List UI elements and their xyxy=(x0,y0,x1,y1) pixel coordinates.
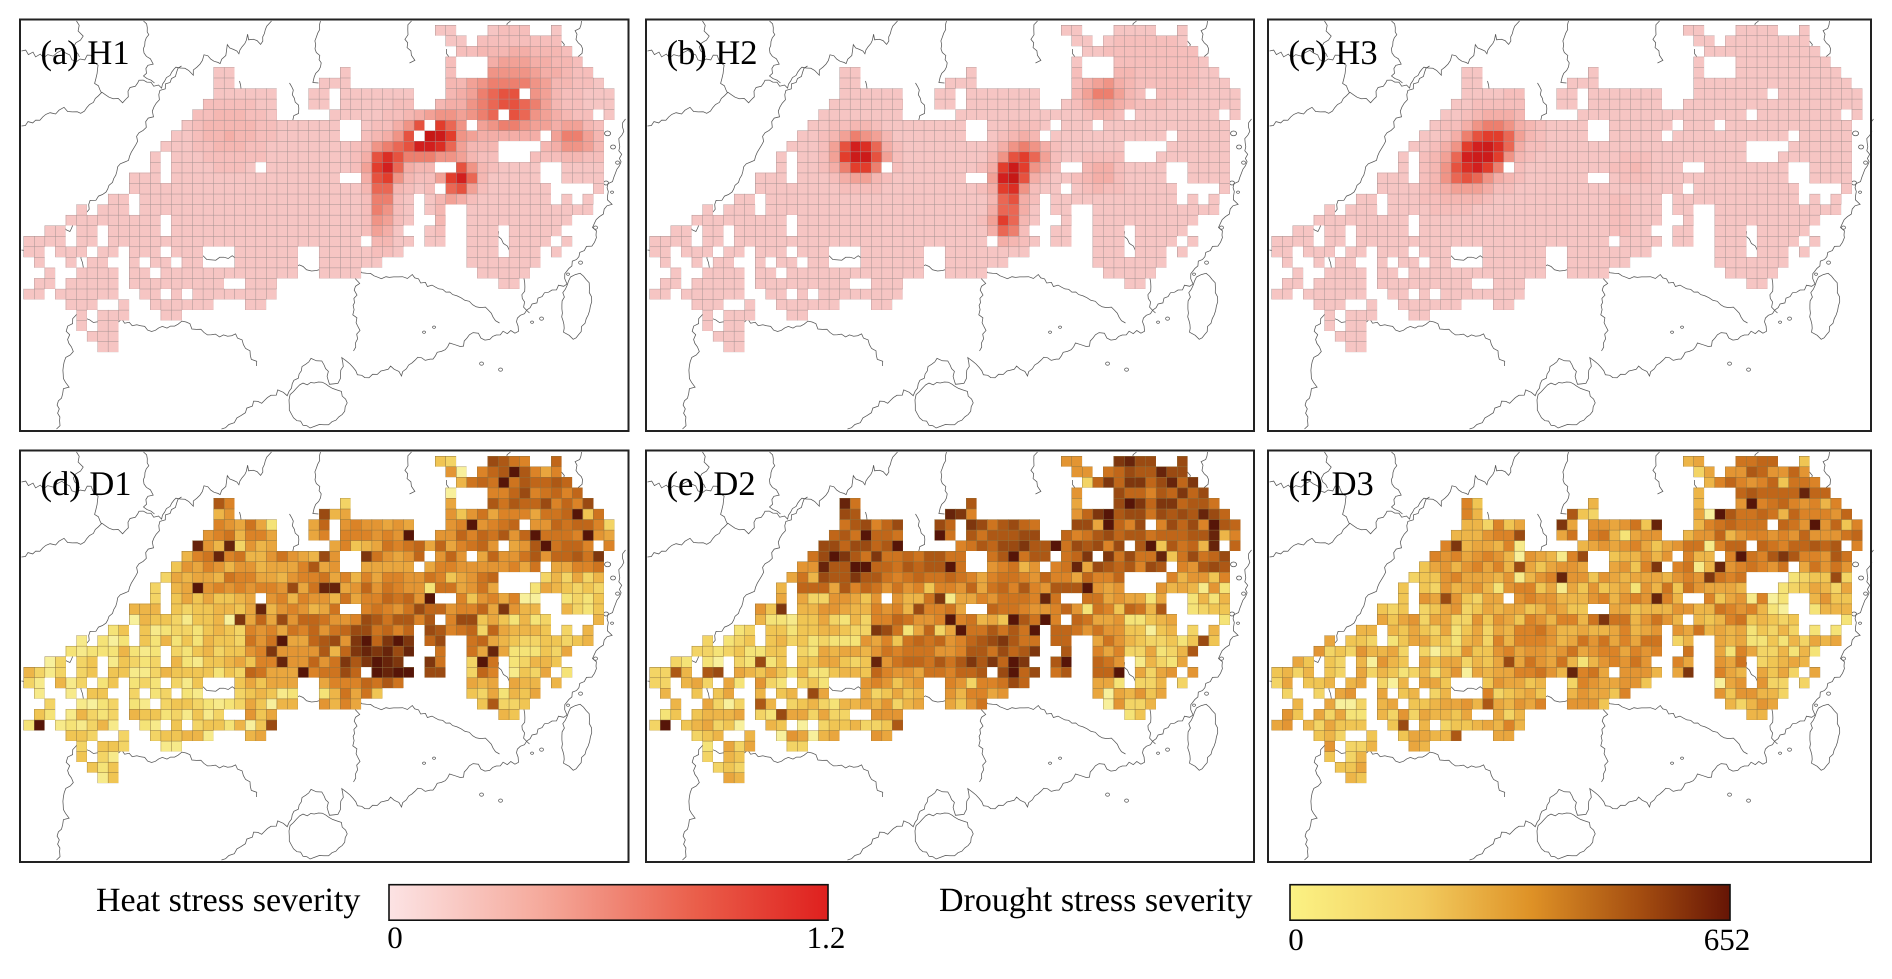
svg-text:0: 0 xyxy=(387,920,403,955)
svg-text:Heat stress severity: Heat stress severity xyxy=(96,882,360,919)
svg-text:652: 652 xyxy=(1704,922,1751,957)
svg-text:(b) H2: (b) H2 xyxy=(667,34,758,72)
svg-text:0: 0 xyxy=(1288,922,1304,957)
svg-text:(c) H3: (c) H3 xyxy=(1289,34,1378,72)
svg-text:(a) H1: (a) H1 xyxy=(41,34,130,72)
svg-text:(f) D3: (f) D3 xyxy=(1289,465,1374,503)
svg-text:1.2: 1.2 xyxy=(807,920,846,955)
svg-text:(e) D2: (e) D2 xyxy=(667,465,756,503)
svg-text:(d) D1: (d) D1 xyxy=(41,465,132,503)
svg-text:Drought stress severity: Drought stress severity xyxy=(939,882,1253,919)
